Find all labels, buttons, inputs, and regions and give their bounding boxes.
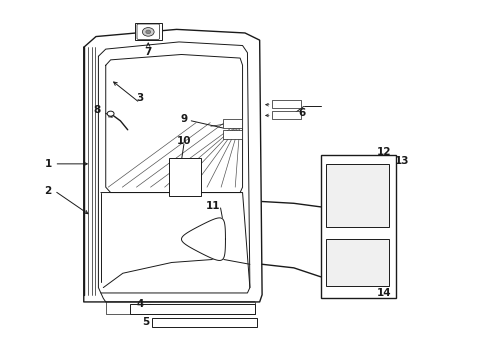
Bar bbox=[272, 100, 301, 108]
Bar bbox=[223, 119, 242, 128]
Text: 10: 10 bbox=[177, 136, 191, 145]
Text: 13: 13 bbox=[395, 156, 410, 166]
Text: 3: 3 bbox=[136, 93, 144, 103]
Text: 8: 8 bbox=[93, 105, 100, 115]
Text: 9: 9 bbox=[180, 114, 188, 124]
Text: 14: 14 bbox=[377, 288, 392, 298]
Text: 6: 6 bbox=[298, 108, 306, 118]
Bar bbox=[272, 111, 301, 119]
Bar bbox=[152, 318, 257, 327]
Text: 12: 12 bbox=[377, 147, 392, 157]
Bar bbox=[326, 164, 389, 226]
FancyBboxPatch shape bbox=[135, 23, 162, 40]
FancyBboxPatch shape bbox=[137, 24, 159, 40]
Circle shape bbox=[146, 30, 151, 34]
Text: 1: 1 bbox=[45, 159, 52, 169]
Polygon shape bbox=[181, 218, 225, 260]
Text: 2: 2 bbox=[45, 186, 52, 196]
Bar bbox=[326, 239, 389, 286]
Text: 5: 5 bbox=[142, 317, 149, 327]
Text: 11: 11 bbox=[206, 201, 220, 211]
Bar bbox=[169, 158, 201, 196]
Text: 4: 4 bbox=[137, 299, 144, 309]
Bar bbox=[321, 155, 396, 298]
Text: 7: 7 bbox=[145, 46, 152, 57]
Bar bbox=[130, 305, 255, 315]
Circle shape bbox=[107, 111, 114, 116]
Bar bbox=[223, 130, 242, 139]
Circle shape bbox=[143, 28, 154, 36]
